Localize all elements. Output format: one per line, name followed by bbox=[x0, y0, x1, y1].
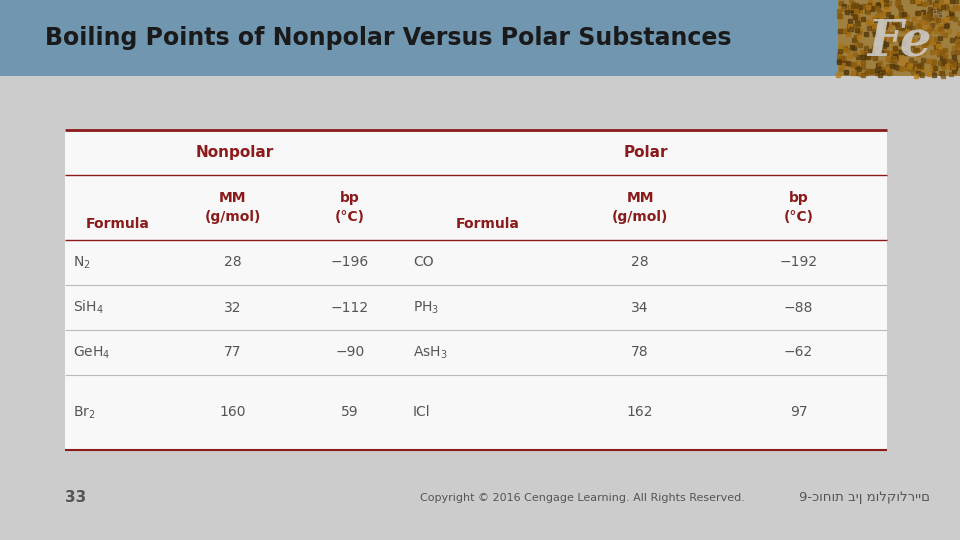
Text: bp
(°C): bp (°C) bbox=[335, 191, 365, 224]
Bar bbox=[65, 130, 887, 450]
Text: 32: 32 bbox=[224, 300, 241, 314]
Text: 97: 97 bbox=[790, 406, 807, 420]
Text: CO: CO bbox=[413, 255, 434, 269]
Text: −196: −196 bbox=[331, 255, 370, 269]
Bar bbox=[0, 0, 960, 76]
Text: −90: −90 bbox=[335, 346, 365, 360]
Text: AsH$_3$: AsH$_3$ bbox=[413, 345, 447, 361]
Text: 160: 160 bbox=[219, 406, 246, 420]
Text: −112: −112 bbox=[331, 300, 369, 314]
Text: PH$_3$: PH$_3$ bbox=[413, 299, 440, 316]
Text: 162: 162 bbox=[627, 406, 653, 420]
Text: SiH$_4$: SiH$_4$ bbox=[73, 299, 104, 316]
Text: Nonpolar: Nonpolar bbox=[196, 145, 275, 160]
Text: MM
(g/mol): MM (g/mol) bbox=[204, 191, 261, 224]
Text: 9-כוחות בין מולקולריים: 9-כוחות בין מולקולריים bbox=[799, 491, 930, 504]
Text: Formula: Formula bbox=[456, 217, 519, 231]
Text: Fe: Fe bbox=[932, 10, 945, 20]
Text: −62: −62 bbox=[784, 346, 813, 360]
Text: 59: 59 bbox=[341, 406, 359, 420]
Text: Fe: Fe bbox=[867, 17, 931, 66]
Text: MM
(g/mol): MM (g/mol) bbox=[612, 191, 668, 224]
Text: 34: 34 bbox=[632, 300, 649, 314]
Text: −192: −192 bbox=[780, 255, 818, 269]
Text: 28: 28 bbox=[224, 255, 241, 269]
Text: Formula: Formula bbox=[85, 217, 150, 231]
Text: GeH$_4$: GeH$_4$ bbox=[73, 345, 110, 361]
Text: Polar: Polar bbox=[624, 145, 668, 160]
Text: 77: 77 bbox=[224, 346, 241, 360]
Text: Copyright © 2016 Cengage Learning. All Rights Reserved.: Copyright © 2016 Cengage Learning. All R… bbox=[420, 493, 745, 503]
Text: N$_2$: N$_2$ bbox=[73, 254, 91, 271]
Text: ICl: ICl bbox=[413, 406, 431, 420]
Text: 28: 28 bbox=[631, 255, 649, 269]
Text: Br$_2$: Br$_2$ bbox=[73, 404, 96, 421]
Text: 33: 33 bbox=[65, 490, 86, 505]
Text: bp
(°C): bp (°C) bbox=[783, 191, 813, 224]
Text: −88: −88 bbox=[783, 300, 813, 314]
Bar bbox=[838, 0, 960, 76]
Text: 78: 78 bbox=[631, 346, 649, 360]
Text: Boiling Points of Nonpolar Versus Polar Substances: Boiling Points of Nonpolar Versus Polar … bbox=[45, 26, 732, 50]
